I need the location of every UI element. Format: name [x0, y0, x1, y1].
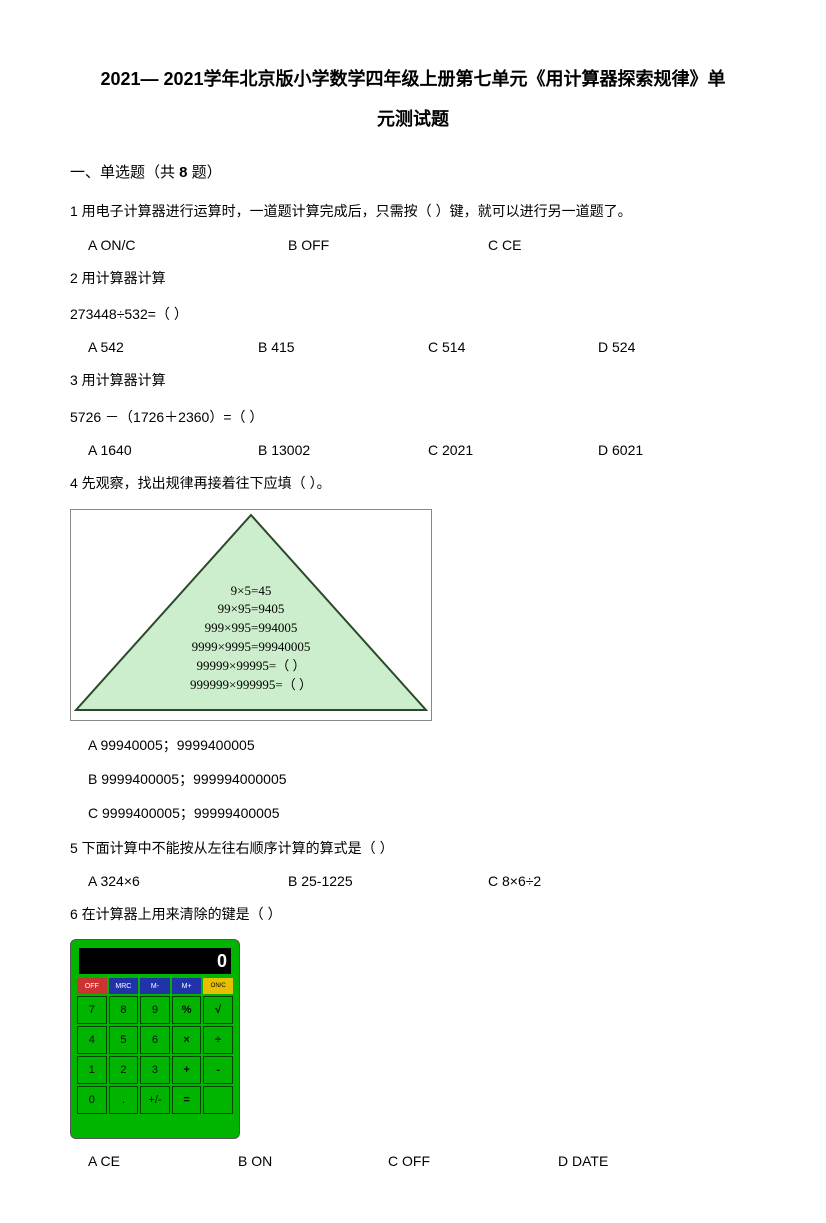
calculator-image: 0 OFF MRC M- M+ ON/C 7 8 9 % √ 4 5 6 × ÷… [70, 939, 240, 1139]
calc-btn: ÷ [203, 1026, 233, 1054]
q3-choice-b: B 13002 [258, 442, 428, 458]
title-line-1: 2021― 2021学年北京版小学数学四年级上册第七单元《用计算器探索规律》单 [70, 60, 756, 100]
q2-choice-b: B 415 [258, 339, 428, 355]
tri-line-4: 99999×99995=（ ） [71, 657, 431, 676]
title: 2021― 2021学年北京版小学数学四年级上册第七单元《用计算器探索规律》单 … [70, 60, 756, 139]
q5-choice-c: C 8×6÷2 [488, 873, 688, 889]
calc-btn: 1 [77, 1056, 107, 1084]
calc-btn: +/- [140, 1086, 170, 1114]
q6-choice-a: A CE [88, 1153, 238, 1169]
tri-line-5: 999999×999995=（ ） [71, 676, 431, 695]
calc-display: 0 [79, 948, 231, 974]
calc-row-2: 1 2 3 + - [77, 1056, 233, 1084]
calc-btn: 6 [140, 1026, 170, 1054]
section-prefix: 一、单选题（共 [70, 164, 179, 181]
question-3-text: 3 用计算器计算 [70, 369, 756, 391]
tri-line-2: 999×995=994005 [71, 619, 431, 638]
calc-btn [203, 1086, 233, 1114]
calc-mem-3: M+ [172, 978, 202, 994]
q3-choice-c: C 2021 [428, 442, 598, 458]
calc-row-3: 0 . +/- = [77, 1086, 233, 1114]
calc-btn: 2 [109, 1056, 139, 1084]
q5-choice-a: A 324×6 [88, 873, 288, 889]
question-2-expr: 273448÷532=（ ） [70, 303, 756, 325]
question-4-text: 4 先观察，找出规律再接着往下应填（ ）。 [70, 472, 756, 494]
question-1-text: 1 用电子计算器进行运算时，一道题计算完成后，只需按（ ）键，就可以进行另一道题… [70, 200, 756, 222]
tri-line-1: 99×95=9405 [71, 600, 431, 619]
q3-choice-a: A 1640 [88, 442, 258, 458]
question-2-choices: A 542 B 415 C 514 D 524 [70, 339, 756, 355]
section-count: 8 [179, 164, 187, 181]
q2-choice-c: C 514 [428, 339, 598, 355]
q2-choice-a: A 542 [88, 339, 258, 355]
triangle-diagram: 9×5=45 99×95=9405 999×995=994005 9999×99… [70, 509, 432, 721]
calc-btn: - [203, 1056, 233, 1084]
calc-row-1: 4 5 6 × ÷ [77, 1026, 233, 1054]
tri-line-3: 9999×9995=99940005 [71, 638, 431, 657]
calc-btn: × [172, 1026, 202, 1054]
q1-choice-b: B OFF [288, 237, 488, 253]
question-1-choices: A ON/C B OFF C CE [70, 237, 756, 253]
question-3-expr: 5726 －（1726＋2360）=（ ） [70, 406, 756, 428]
question-6-choices: A CE B ON C OFF D DATE [70, 1153, 756, 1169]
calc-btn: 7 [77, 996, 107, 1024]
q6-choice-b: B ON [238, 1153, 388, 1169]
calc-btn: 4 [77, 1026, 107, 1054]
calc-mem-row: OFF MRC M- M+ ON/C [77, 978, 233, 994]
q2-choice-d: D 524 [598, 339, 768, 355]
calc-row-0: 7 8 9 % √ [77, 996, 233, 1024]
calc-mem-0: OFF [77, 978, 107, 994]
calc-btn: . [109, 1086, 139, 1114]
question-2-text: 2 用计算器计算 [70, 267, 756, 289]
calc-btn: √ [203, 996, 233, 1024]
calc-btn: 0 [77, 1086, 107, 1114]
section-1-header: 一、单选题（共 8 题） [70, 161, 756, 182]
q5-choice-b: B 25-1225 [288, 873, 488, 889]
title-line-2: 元测试题 [70, 100, 756, 140]
calc-btn: + [172, 1056, 202, 1084]
q4-choice-c: C 9999400005；99999400005 [88, 803, 756, 823]
question-5-choices: A 324×6 B 25-1225 C 8×6÷2 [70, 873, 756, 889]
calc-mem-4: ON/C [203, 978, 233, 994]
calc-btn: = [172, 1086, 202, 1114]
calc-btn: 5 [109, 1026, 139, 1054]
q6-choice-c: C OFF [388, 1153, 558, 1169]
page: 2021― 2021学年北京版小学数学四年级上册第七单元《用计算器探索规律》单 … [0, 0, 826, 1223]
triangle-lines: 9×5=45 99×95=9405 999×995=994005 9999×99… [71, 582, 431, 695]
question-6-text: 6 在计算器上用来清除的键是（ ） [70, 903, 756, 925]
q6-choice-d: D DATE [558, 1153, 728, 1169]
question-3-choices: A 1640 B 13002 C 2021 D 6021 [70, 442, 756, 458]
calc-btn: 3 [140, 1056, 170, 1084]
calc-mem-2: M- [140, 978, 170, 994]
calc-btn: 8 [109, 996, 139, 1024]
question-5-text: 5 下面计算中不能按从左往右顺序计算的算式是（ ） [70, 837, 756, 859]
calc-btn: 9 [140, 996, 170, 1024]
q1-choice-c: C CE [488, 237, 688, 253]
calc-mem-1: MRC [109, 978, 139, 994]
question-4-choices: A 99940005；9999400005 B 9999400005；99999… [70, 735, 756, 823]
calc-btn: % [172, 996, 202, 1024]
tri-line-0: 9×5=45 [71, 582, 431, 601]
section-suffix: 题） [188, 164, 222, 181]
q4-choice-b: B 9999400005；999994000005 [88, 769, 756, 789]
q4-choice-a: A 99940005；9999400005 [88, 735, 756, 755]
q3-choice-d: D 6021 [598, 442, 768, 458]
q1-choice-a: A ON/C [88, 237, 288, 253]
